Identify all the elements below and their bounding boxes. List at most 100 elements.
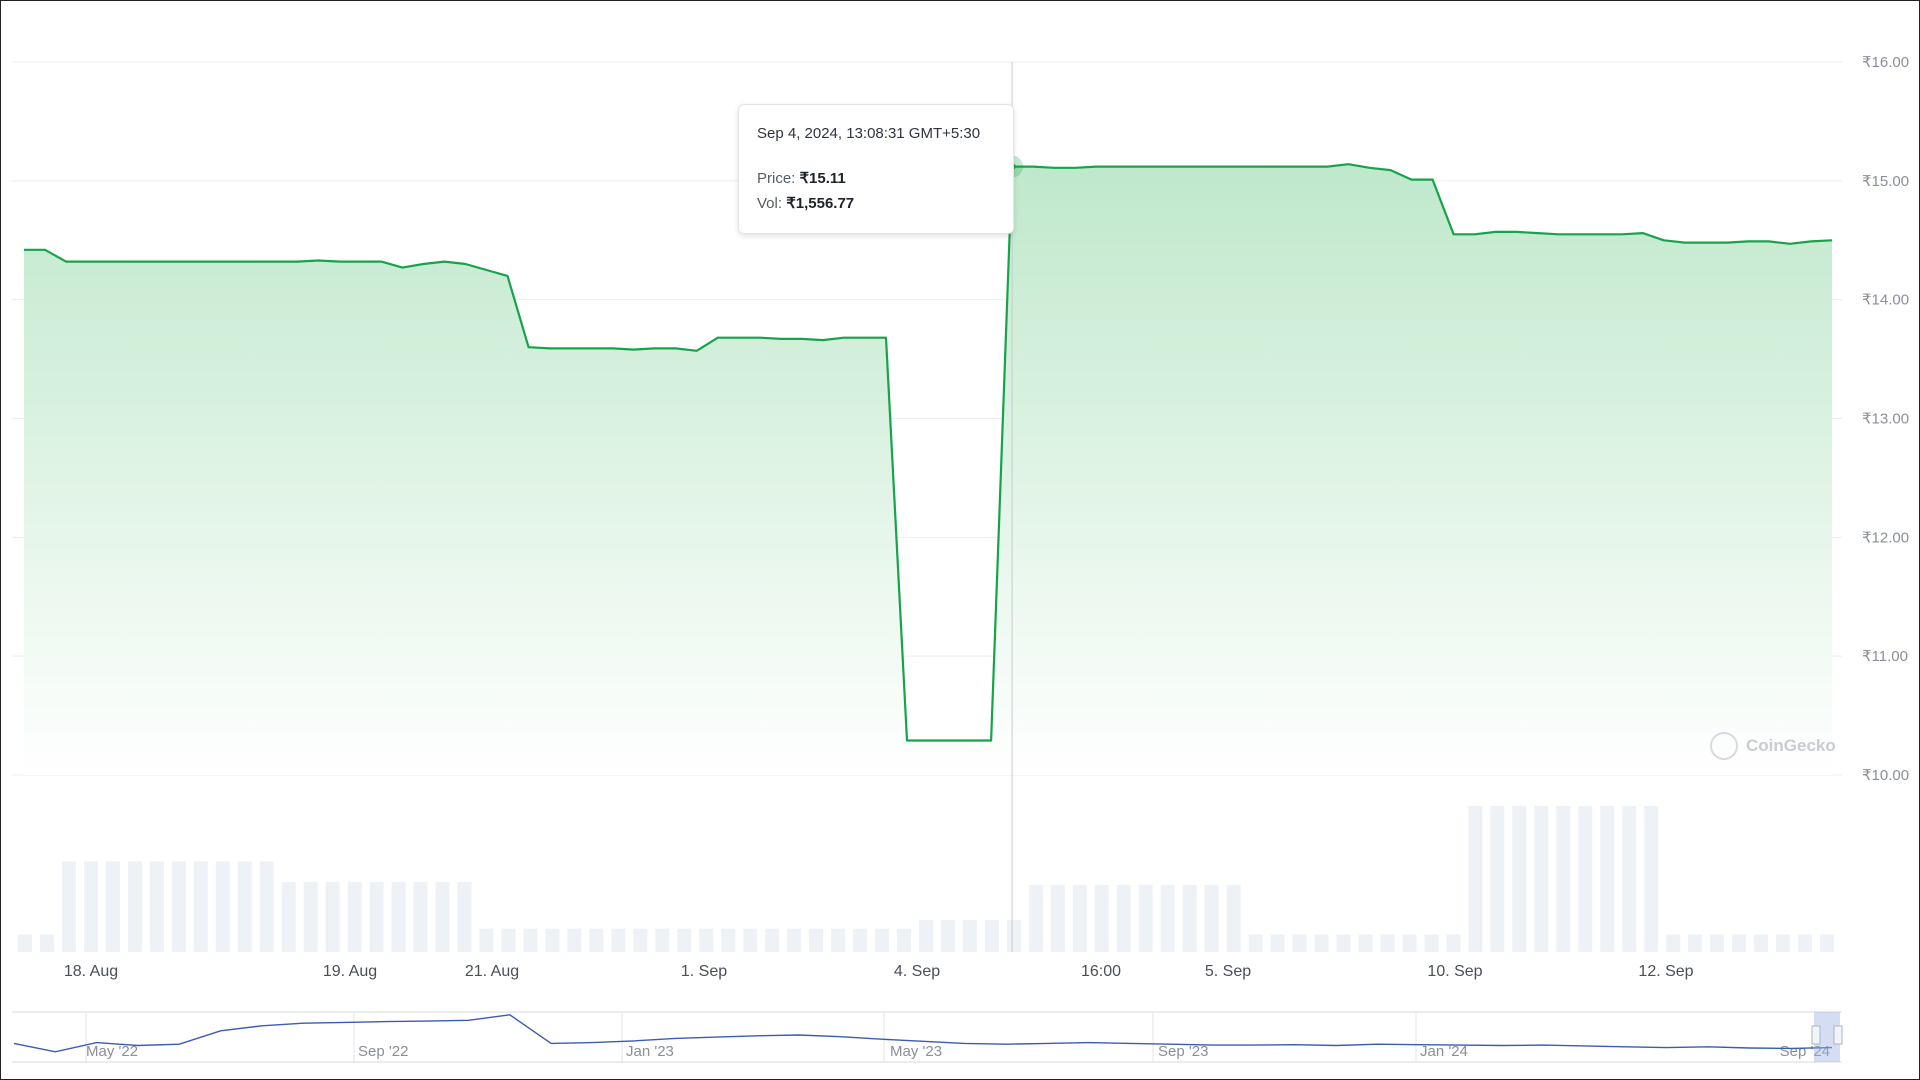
volume-bar xyxy=(984,919,999,952)
volume-bar xyxy=(61,861,76,952)
tooltip-datetime: Sep 4, 2024, 13:08:31 GMT+5:30 xyxy=(757,125,981,142)
volume-bar xyxy=(347,881,362,952)
volume-bar xyxy=(919,919,933,952)
x-tick-label: 19. Aug xyxy=(323,963,377,980)
volume-bar xyxy=(1424,934,1439,952)
volume-bar xyxy=(743,928,758,952)
volume-bar xyxy=(1776,934,1791,952)
volume-bar xyxy=(1512,806,1527,952)
volume-bar xyxy=(435,881,450,952)
volume-bar xyxy=(962,919,977,952)
x-tick-label: 10. Sep xyxy=(1427,963,1482,980)
volume-bar xyxy=(721,928,736,952)
volume-bar xyxy=(303,881,318,952)
volume-bar xyxy=(809,928,824,952)
volume-bar xyxy=(1050,884,1065,952)
x-tick-label: 12. Sep xyxy=(1638,963,1693,980)
volume-bar xyxy=(149,861,164,952)
volume-bar xyxy=(1248,934,1263,952)
x-axis-labels: 18. Aug 19. Aug 21. Aug 1. Sep 4. Sep 16:00 5.… xyxy=(64,963,1694,980)
volume-bar xyxy=(611,928,626,952)
navigator-label: May '22 xyxy=(86,1043,138,1060)
volume-bar xyxy=(1314,934,1329,952)
volume-bar xyxy=(1732,934,1747,952)
volume-bar xyxy=(1578,806,1593,952)
volume-bar xyxy=(1688,934,1703,952)
volume-bar xyxy=(1820,934,1834,952)
navigator-handle-right[interactable] xyxy=(1833,1025,1843,1045)
volume-bar xyxy=(83,861,98,952)
volume-bar xyxy=(127,861,142,952)
volume-bar xyxy=(1644,806,1659,952)
volume-bar xyxy=(18,934,32,952)
volume-bar xyxy=(633,928,648,952)
y-tick-label: ₹15.00 xyxy=(1862,173,1909,190)
volume-bar xyxy=(1072,884,1087,952)
watermark-text: CoinGecko xyxy=(1746,736,1836,755)
navigator-label: May '23 xyxy=(890,1043,942,1060)
volume-bar xyxy=(1028,884,1043,952)
volume-bar xyxy=(193,861,208,952)
volume-bar xyxy=(369,881,384,952)
volume-bar xyxy=(1380,934,1395,952)
volume-bar xyxy=(567,928,582,952)
navigator[interactable]: May '22 Sep '22 Jan '23 May '23 Sep '23 Jan '… xyxy=(12,1011,1843,1063)
volume-bar xyxy=(897,928,912,952)
volume-bar xyxy=(1446,934,1461,952)
y-tick-label: ₹13.00 xyxy=(1862,411,1909,428)
volume-bar xyxy=(391,881,406,952)
volume-bar xyxy=(1798,934,1813,952)
volume-bar xyxy=(1622,806,1637,952)
navigator-label: Sep '22 xyxy=(358,1043,408,1060)
volume-bar xyxy=(1490,806,1505,952)
x-tick-label: 5. Sep xyxy=(1205,963,1251,980)
volume-bar xyxy=(787,928,802,952)
coingecko-watermark: CoinGecko xyxy=(1706,730,1836,762)
volume-bar xyxy=(1182,884,1197,952)
volume-bar xyxy=(259,861,274,952)
volume-bar xyxy=(1600,806,1615,952)
volume-bar xyxy=(1006,919,1021,952)
tooltip-price-row: Price: ₹15.11 xyxy=(757,169,846,187)
volume-bar xyxy=(325,881,340,952)
y-tick-label: ₹16.00 xyxy=(1862,54,1909,71)
price-area-fill xyxy=(24,164,1832,775)
x-tick-label: 16:00 xyxy=(1081,963,1121,980)
navigator-handle-left[interactable] xyxy=(1811,1025,1821,1045)
volume-bar xyxy=(457,881,472,952)
volume-bar xyxy=(523,928,538,952)
volume-bar xyxy=(1666,934,1681,952)
y-tick-label: ₹12.00 xyxy=(1862,529,1909,546)
volume-bar xyxy=(1094,884,1109,952)
volume-bar xyxy=(1534,806,1549,952)
navigator-label: Jan '24 xyxy=(1420,1043,1468,1060)
volume-bar xyxy=(1204,884,1219,952)
x-tick-label: 18. Aug xyxy=(64,963,118,980)
volume-bar xyxy=(875,928,890,952)
volume-bar xyxy=(413,881,428,952)
tooltip-vol-value: ₹1,556.77 xyxy=(786,195,855,212)
volume-bar xyxy=(1468,806,1483,952)
volume-bar xyxy=(699,928,714,952)
volume-bar xyxy=(281,881,296,952)
volume-bar xyxy=(1138,884,1153,952)
volume-bar xyxy=(1226,884,1241,952)
volume-bar xyxy=(479,928,494,952)
volume-bar xyxy=(765,928,780,952)
y-tick-label: ₹11.00 xyxy=(1862,648,1908,665)
price-tooltip: Sep 4, 2024, 13:08:31 GMT+5:30 Price: ₹1… xyxy=(738,104,1014,234)
price-area xyxy=(24,164,1832,775)
volume-bar xyxy=(1402,934,1417,952)
tooltip-vol-label: Vol: xyxy=(757,195,783,212)
volume-bar xyxy=(545,928,560,952)
volume-bar xyxy=(1336,934,1351,952)
volume-bar xyxy=(215,861,230,952)
x-tick-label: 21. Aug xyxy=(465,963,519,980)
navigator-label: Sep '23 xyxy=(1158,1043,1208,1060)
navigator-series-line xyxy=(13,1014,1833,1053)
volume-bar xyxy=(1556,806,1571,952)
tooltip-price-value: ₹15.11 xyxy=(799,170,846,187)
volume-bar xyxy=(171,861,186,952)
volume-bar xyxy=(1292,934,1307,952)
